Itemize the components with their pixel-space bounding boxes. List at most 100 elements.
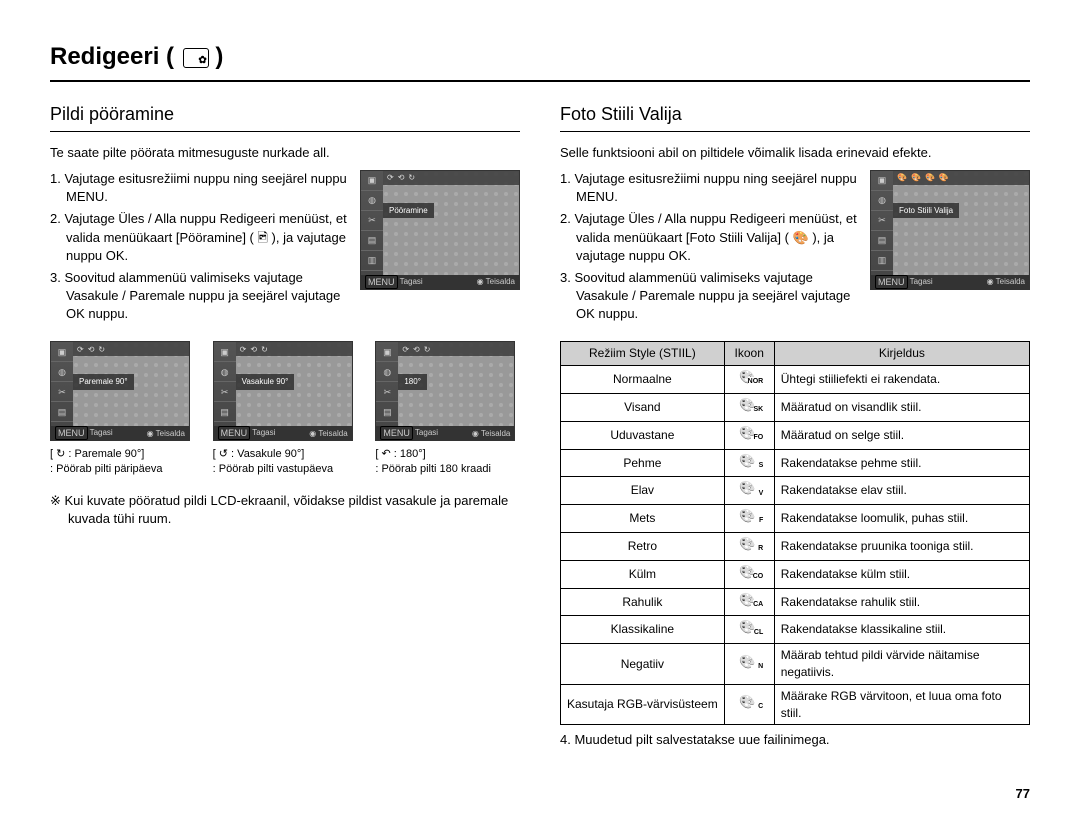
rotation-thumbnails: ▣◍✂▤ ⟳⟲↻ Paremale 90° MENU Tagasi◉ Teisa…	[50, 341, 520, 476]
right-camera-screenshot: ▣◍✂▤▥ 🎨🎨🎨🎨 Foto Stiili Valija MENU Tagas…	[870, 170, 1030, 290]
screenshot-preview	[893, 171, 1029, 275]
cell-desc: Määratud on selge stiil.	[774, 421, 1029, 449]
style-icon: SK	[737, 397, 761, 413]
rotate-icon: ⟲	[398, 172, 405, 183]
page-number: 77	[1016, 785, 1030, 803]
style-icon: FO	[737, 425, 761, 441]
cell-mode: Normaalne	[561, 366, 725, 394]
thumb-screenshot: ▣◍✂▤ ⟳⟲↻ Vasakule 90° MENU Tagasi◉ Teisa…	[213, 341, 353, 441]
move-label: Teisalda	[996, 277, 1025, 286]
table-row: Kasutaja RGB-värvisüsteem C Määrake RGB vä…	[561, 684, 1030, 725]
thumb-180: ▣◍✂▤ ⟳⟲↻ 180° MENU Tagasi◉ Teisalda [ ↶ …	[375, 341, 520, 476]
table-row: Uduvastane FO Määratud on selge stiil.	[561, 421, 1030, 449]
back-label: Tagasi	[910, 277, 933, 286]
cell-icon: R	[724, 533, 774, 561]
edit-icon	[183, 48, 209, 68]
left-camera-screenshot: ▣ ◍ ✂ ▤ ▥ ⟳ ⟲ ↻ Pööramine MENU Tagasi ◉ …	[360, 170, 520, 290]
cell-mode: Retro	[561, 533, 725, 561]
thumb-screenshot: ▣◍✂▤ ⟳⟲↻ Paremale 90° MENU Tagasi◉ Teisa…	[50, 341, 190, 441]
cell-mode: Negatiiv	[561, 644, 725, 685]
right-after: 4. Muudetud pilt salvestatakse uue faili…	[560, 731, 1030, 749]
cell-mode: Rahulik	[561, 588, 725, 616]
left-note: ※ Kui kuvate pööratud pildi LCD-ekraanil…	[50, 492, 520, 528]
cell-mode: Klassikaline	[561, 616, 725, 644]
screenshot-topbar: 🎨🎨🎨🎨	[893, 171, 1029, 185]
style-icon: CL	[737, 619, 761, 635]
table-row: Retro R Rakendatakse pruunika tooniga stii…	[561, 533, 1030, 561]
sidebar-icon: ✂	[361, 211, 383, 231]
cell-desc: Rakendatakse loomulik, puhas stiil.	[774, 505, 1029, 533]
screenshot-sidebar: ▣◍✂▤▥	[871, 171, 893, 289]
left-column: Pildi pööramine Te saate pilte pöörata m…	[50, 102, 520, 750]
table-row: KülmCORakendatakse külm stiil.	[561, 560, 1030, 588]
style-icon: V	[737, 480, 761, 496]
thumb-right-90: ▣◍✂▤ ⟳⟲↻ Paremale 90° MENU Tagasi◉ Teisa…	[50, 341, 195, 476]
thumb-caption: [ ↺ : Vasakule 90°] : Pöörab pilti vastu…	[213, 447, 358, 476]
left-steps: 1. Vajutage esitusrežiimi nuppu ning see…	[50, 170, 348, 328]
two-column-layout: Pildi pööramine Te saate pilte pöörata m…	[50, 102, 1030, 750]
table-row: NegatiivNMäärab tehtud pildi värvide näi…	[561, 644, 1030, 685]
cell-desc: Rakendatakse külm stiil.	[774, 560, 1029, 588]
table-row: MetsFRakendatakse loomulik, puhas stiil.	[561, 505, 1030, 533]
cell-desc: Rakendatakse pruunika tooniga stiil.	[774, 533, 1029, 561]
left-heading: Pildi pööramine	[50, 102, 520, 132]
thumb-caption: [ ↶ : 180°] : Pöörab pilti 180 kraadi	[375, 447, 520, 476]
cell-desc: Rakendatakse rahulik stiil.	[774, 588, 1029, 616]
cell-desc: Määrake RGB värvitoon, et luua oma foto …	[774, 684, 1029, 725]
left-steps-with-image: 1. Vajutage esitusrežiimi nuppu ning see…	[50, 170, 520, 328]
page-title: Redigeeri ( )	[50, 40, 1030, 82]
sidebar-icon: ▥	[361, 251, 383, 271]
ok-icon: ◉	[477, 277, 484, 286]
rotate-icon: ⟳	[387, 172, 394, 183]
right-intro: Selle funktsiooni abil on piltidele võim…	[560, 144, 1030, 162]
left-step-3: 3. Soovitud alammenüü valimiseks vajutag…	[50, 269, 348, 324]
move-label: Teisalda	[486, 277, 515, 286]
cell-desc: Määratud on visandlik stiil.	[774, 394, 1029, 422]
style-icon: C	[737, 694, 761, 710]
screenshot-label: Foto Stiili Valija	[893, 203, 959, 218]
screenshot-preview	[383, 171, 519, 275]
cell-mode: Kasutaja RGB-värvisüsteem	[561, 684, 725, 725]
cell-mode: Uduvastane	[561, 421, 725, 449]
table-row: VisandSKMääratud on visandlik stiil.	[561, 394, 1030, 422]
cell-desc: Rakendatakse klassikaline stiil.	[774, 616, 1029, 644]
ok-icon: ◉	[987, 277, 994, 286]
style-icon: N	[737, 654, 761, 670]
menu-badge: MENU	[875, 275, 908, 289]
right-step-1: 1. Vajutage esitusrežiimi nuppu ning see…	[560, 170, 858, 206]
cell-icon: CL	[724, 616, 774, 644]
left-step-2: 2. Vajutage Üles / Alla nuppu Redigeeri …	[50, 210, 348, 265]
cell-icon: CO	[724, 560, 774, 588]
cell-icon: C	[724, 684, 774, 725]
cell-desc: Rakendatakse pehme stiil.	[774, 449, 1029, 477]
left-step-1: 1. Vajutage esitusrežiimi nuppu ning see…	[50, 170, 348, 206]
right-steps: 1. Vajutage esitusrežiimi nuppu ning see…	[560, 170, 858, 328]
cell-icon: N	[724, 644, 774, 685]
thumb-left-90: ▣◍✂▤ ⟳⟲↻ Vasakule 90° MENU Tagasi◉ Teisa…	[213, 341, 358, 476]
table-row: Klassikaline CL Rakendatakse klassikaline …	[561, 616, 1030, 644]
menu-badge: MENU	[365, 275, 398, 289]
cell-mode: Mets	[561, 505, 725, 533]
cell-icon: F	[724, 505, 774, 533]
th-icon: Ikoon	[724, 342, 774, 366]
right-heading: Foto Stiili Valija	[560, 102, 1030, 132]
cell-icon: NOR	[724, 366, 774, 394]
sidebar-icon: ▣	[361, 171, 383, 191]
thumb-screenshot: ▣◍✂▤ ⟳⟲↻ 180° MENU Tagasi◉ Teisalda	[375, 341, 515, 441]
cell-mode: Pehme	[561, 449, 725, 477]
style-icon: R	[737, 536, 761, 552]
style-icon: S	[737, 453, 761, 469]
table-row: Pehme S Rakendatakse pehme stiil.	[561, 449, 1030, 477]
page-title-text: Redigeeri	[50, 43, 159, 70]
cell-icon: V	[724, 477, 774, 505]
screenshot-topbar: ⟳ ⟲ ↻	[383, 171, 519, 185]
cell-icon: CA	[724, 588, 774, 616]
cell-mode: Elav	[561, 477, 725, 505]
cell-mode: Külm	[561, 560, 725, 588]
th-mode: Režiim Style (STIIL)	[561, 342, 725, 366]
cell-icon: SK	[724, 394, 774, 422]
table-row: NormaalneNORÜhtegi stiiliefekti ei raken…	[561, 366, 1030, 394]
sidebar-icon: ▤	[361, 231, 383, 251]
right-step-2: 2. Vajutage Üles / Alla nuppu Redigeeri …	[560, 210, 858, 265]
table-row: RahulikCARakendatakse rahulik stiil.	[561, 588, 1030, 616]
